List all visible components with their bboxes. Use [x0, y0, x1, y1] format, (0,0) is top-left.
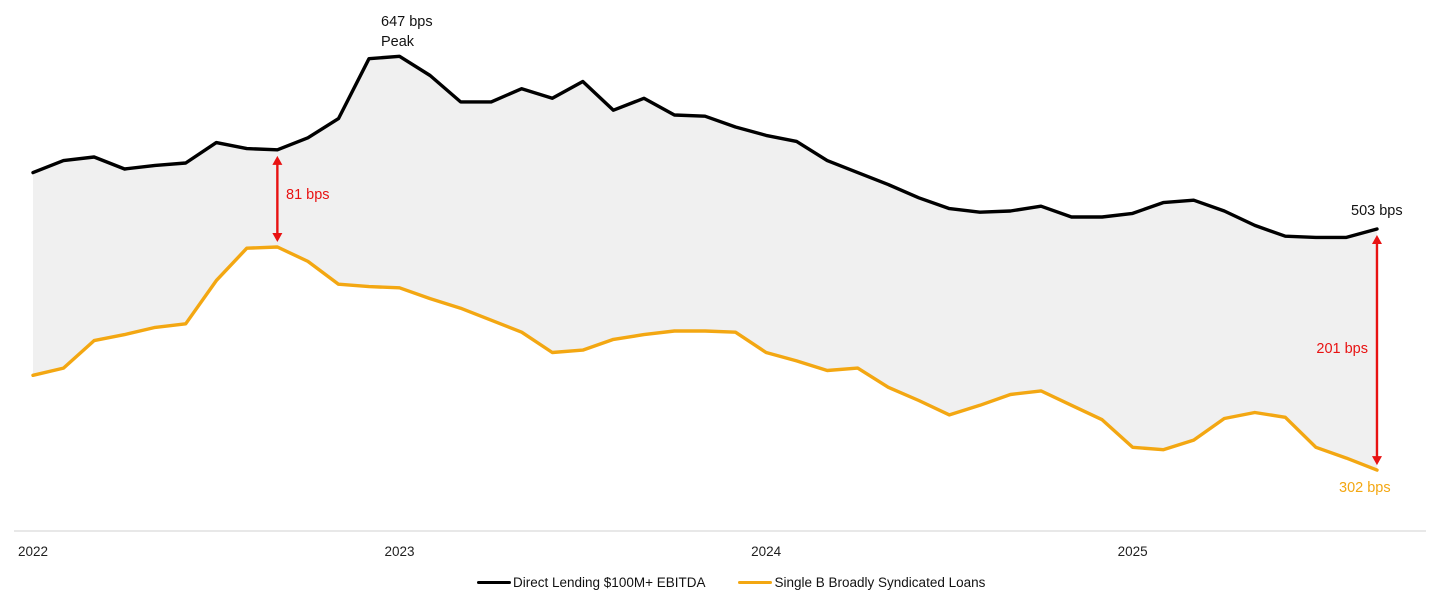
x-tick-label: 2024 [751, 544, 782, 559]
gap-arrows [272, 155, 1382, 466]
gap-arrowhead-up [272, 155, 283, 165]
x-tick-label: 2023 [384, 544, 414, 559]
peak-value-label: 647 bps [381, 14, 433, 30]
gap-end-label: 201 bps [1316, 341, 1368, 357]
legend-item-single-b-bsl: Single B Broadly Syndicated Loans [738, 575, 985, 590]
legend-label-single-b-bsl: Single B Broadly Syndicated Loans [774, 575, 986, 590]
direct-lending-line-swatch [477, 580, 511, 585]
legend-item-direct-lending: Direct Lending $100M+ EBITDA [477, 575, 705, 590]
gap-arrowhead-down [272, 232, 283, 242]
x-axis-tick-labels: 2022 2023 2024 2025 [18, 544, 1148, 559]
peak-annotation: 647 bps Peak [381, 12, 433, 52]
legend-label-direct-lending: Direct Lending $100M+ EBITDA [513, 575, 706, 590]
peak-word-label: Peak [381, 34, 415, 50]
x-tick-label: 2025 [1118, 544, 1148, 559]
single-b-bsl-line-swatch [738, 580, 773, 585]
bsl-end-label: 302 bps [1339, 480, 1391, 496]
spread-band-area [33, 56, 1377, 471]
x-tick-label: 2022 [18, 544, 48, 559]
legend: Direct Lending $100M+ EBITDA Single B Br… [477, 575, 985, 590]
direct-lending-line [31, 54, 1379, 240]
gap-arrowhead-down [1371, 456, 1382, 466]
direct-lending-end-label: 503 bps [1351, 203, 1403, 219]
gap-2022-label: 81 bps [286, 187, 330, 203]
gap-arrowhead-up [1371, 235, 1382, 244]
single-b-bsl-line [31, 245, 1379, 472]
